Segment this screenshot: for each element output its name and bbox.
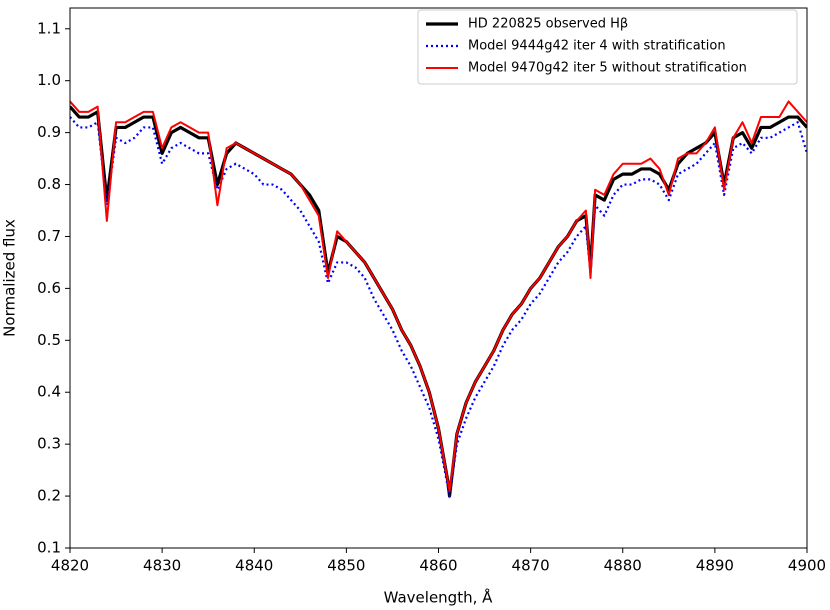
y-tick-label: 0.8: [37, 175, 61, 193]
plot-frame: [69, 7, 808, 549]
legend-label: Model 9444g42 iter 4 with stratification: [468, 39, 726, 54]
x-tick-label: 4860: [419, 557, 457, 575]
x-tick-label: 4820: [51, 557, 89, 575]
series-line: [70, 100, 807, 492]
y-tick-label: 0.6: [37, 279, 61, 297]
y-axis-label: Normalized flux: [1, 219, 19, 337]
x-tick-label: 4840: [235, 557, 273, 575]
legend-frame: [417, 9, 798, 85]
x-tick-label: 4890: [696, 557, 734, 575]
y-tick-label: 0.9: [37, 123, 61, 141]
x-tick-label: 4870: [512, 557, 550, 575]
y-tick-label: 1.0: [37, 71, 61, 89]
x-tick-label: 4900: [788, 557, 826, 575]
y-tick-label: 0.7: [37, 227, 61, 245]
x-tick-label: 4880: [604, 557, 642, 575]
y-tick-label: 0.4: [37, 383, 61, 401]
legend-label: Model 9470g42 iter 5 without stratificat…: [468, 61, 747, 76]
legend: HD 220825 observed Hβ Model 9444g42 iter …: [417, 9, 798, 85]
legend-label: HD 220825 observed Hβ: [468, 17, 628, 32]
x-tick-label: 4830: [143, 557, 181, 575]
series-line: [70, 116, 807, 498]
y-tick-label: 1.1: [37, 19, 61, 37]
y-tick-label: 0.5: [37, 331, 61, 349]
y-tick-label: 0.1: [37, 539, 61, 557]
y-tick-label: 0.2: [37, 487, 61, 505]
y-tick-label: 0.3: [37, 435, 61, 453]
x-tick-label: 4850: [327, 557, 365, 575]
x-axis-label: Wavelength, Å: [384, 588, 494, 607]
